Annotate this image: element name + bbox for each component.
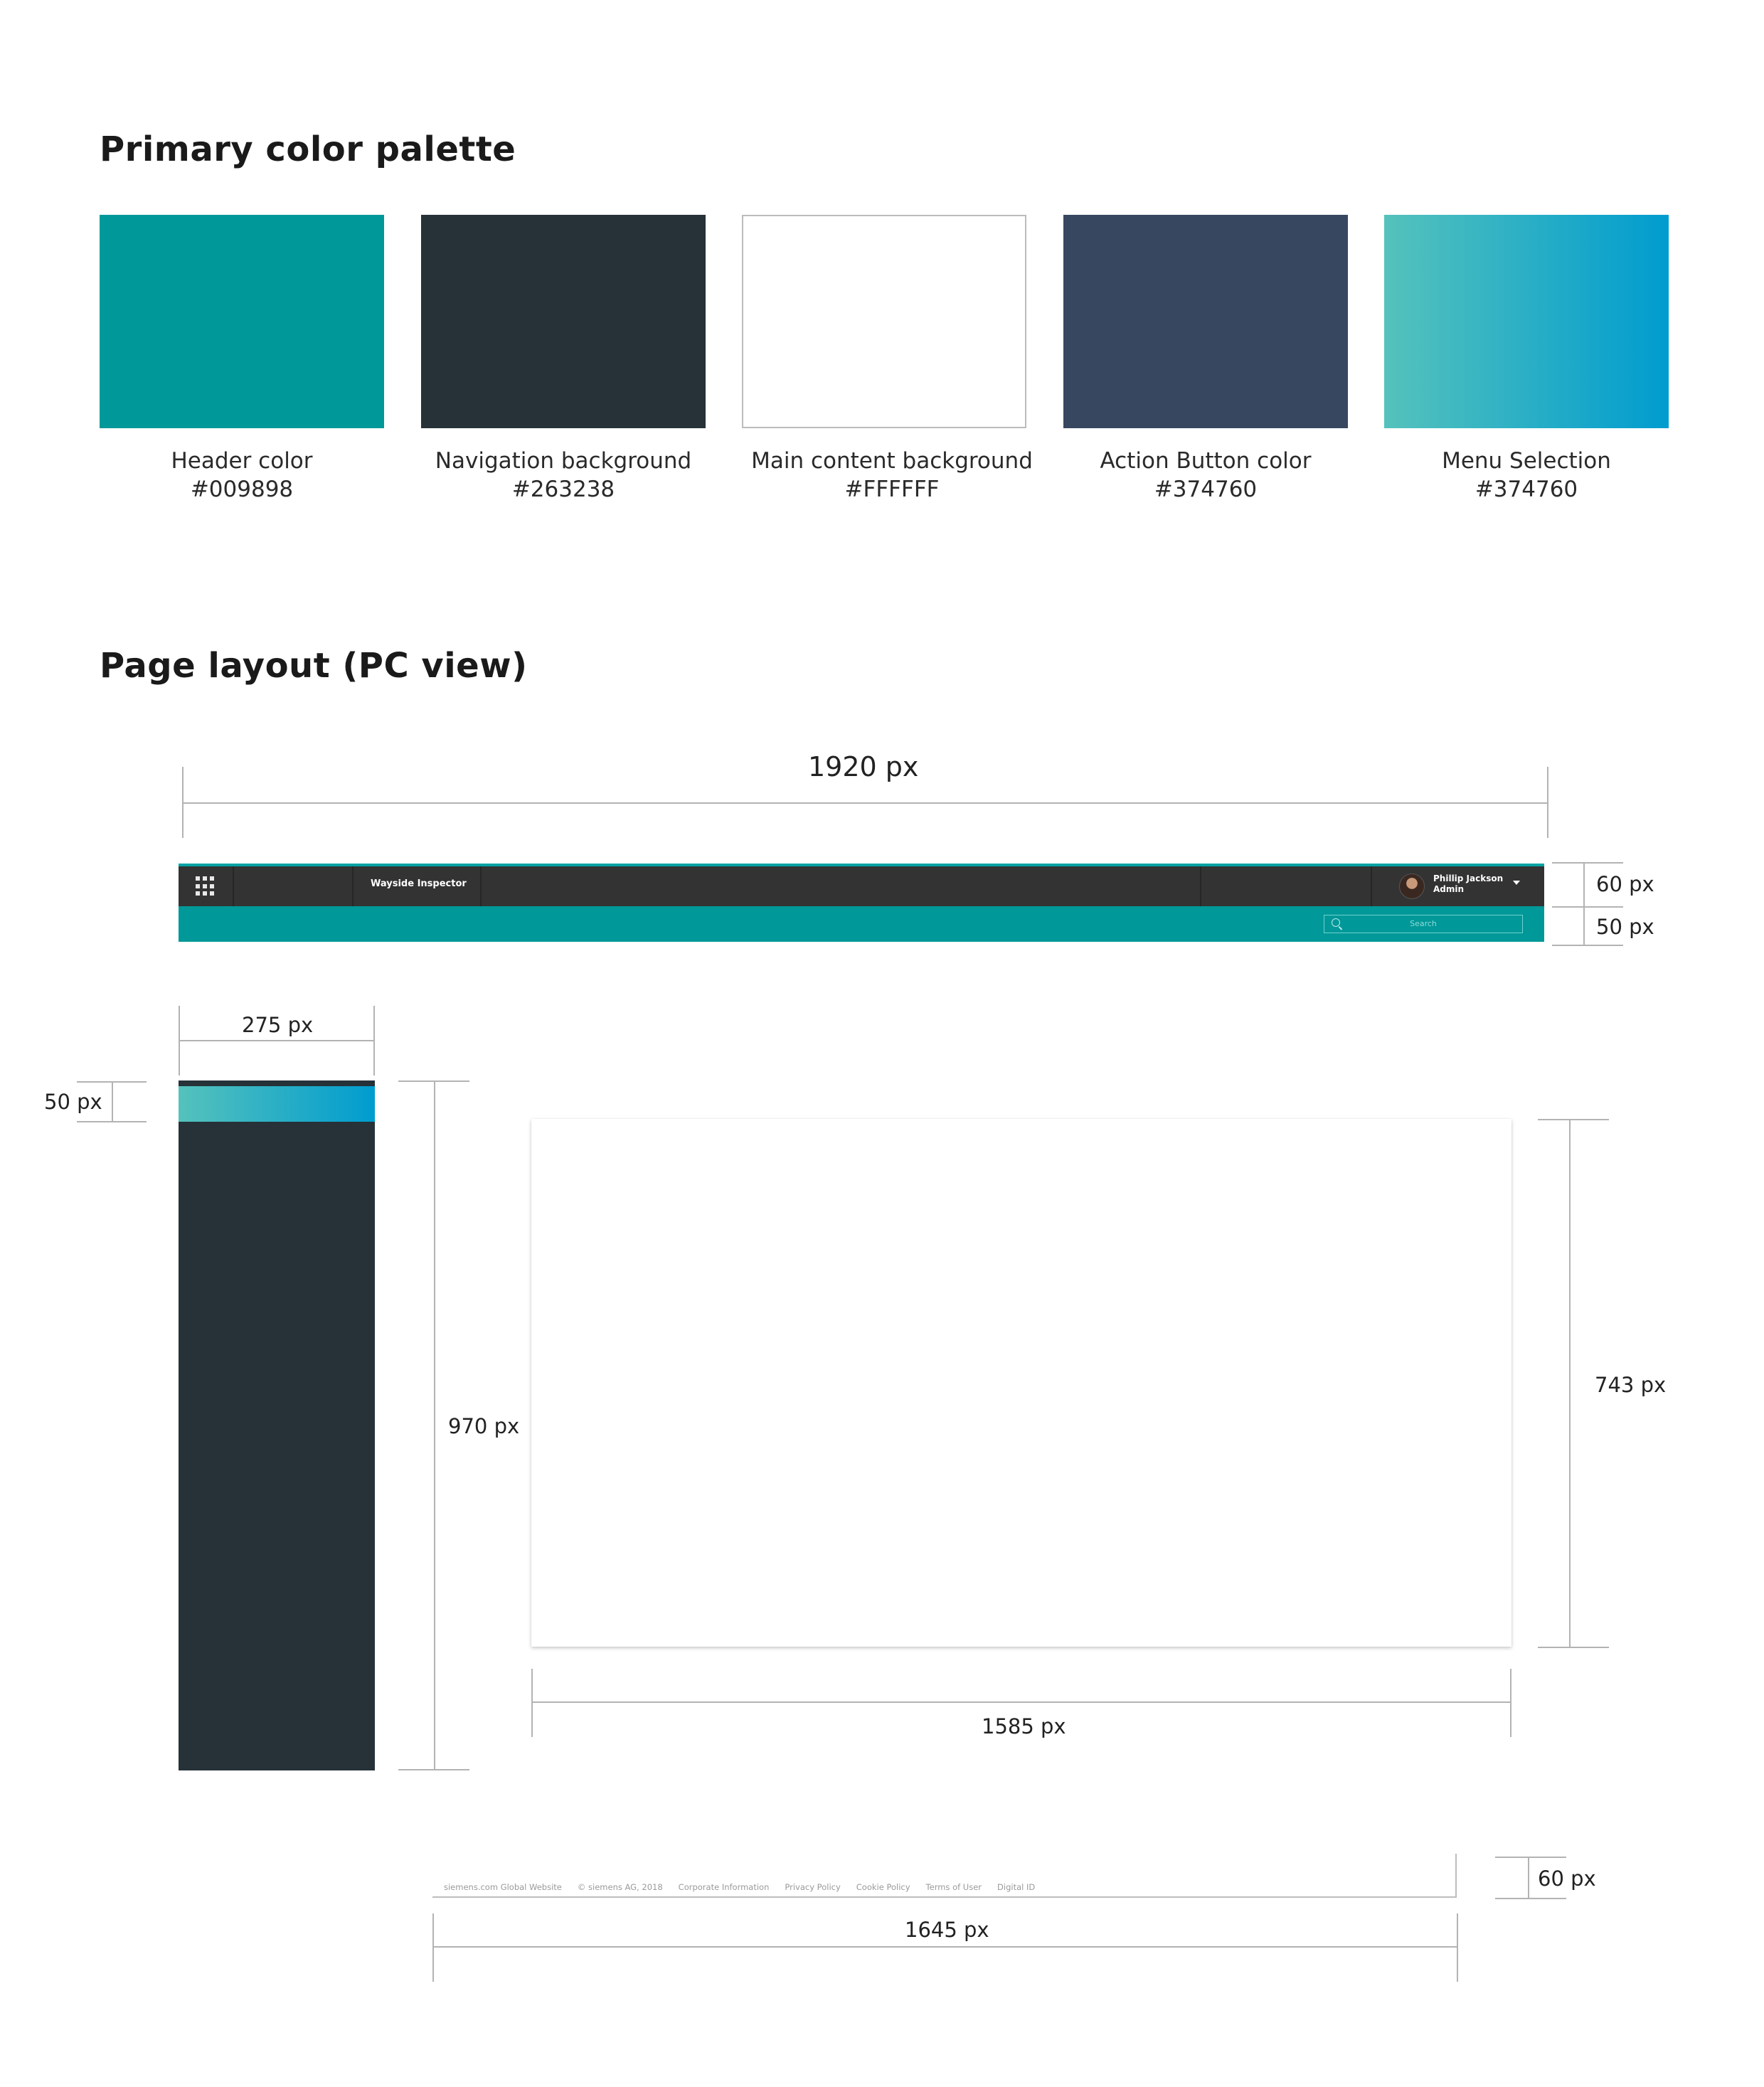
- dimension-line: [1528, 1857, 1529, 1899]
- palette-title: Primary color palette: [100, 129, 516, 169]
- dim-footer-width: 1645 px: [905, 1918, 989, 1942]
- swatch-label: Main content background #FFFFFF: [751, 448, 1033, 502]
- header-separator: [233, 866, 234, 906]
- dim-content-width: 1585 px: [982, 1714, 1066, 1738]
- dim-nav-width: 275 px: [242, 1013, 314, 1037]
- search-input: Search: [1324, 915, 1523, 933]
- footer-link[interactable]: Privacy Policy: [785, 1882, 841, 1892]
- dimension-line: [179, 1040, 375, 1041]
- header-separator: [1371, 866, 1372, 906]
- dimension-tick: [1457, 1913, 1458, 1982]
- dim-content-height: 743 px: [1595, 1373, 1667, 1397]
- dimension-line: [1569, 1119, 1571, 1648]
- search-icon: [1332, 918, 1340, 927]
- dimension-line: [434, 1080, 435, 1770]
- swatch-menu-selection: [1384, 215, 1669, 428]
- main-content-area: [531, 1119, 1511, 1647]
- dimension-tick: [1495, 1857, 1566, 1858]
- header-separator: [1200, 866, 1201, 906]
- dimension-tick: [1538, 1119, 1609, 1120]
- header-top-bar: Wayside Inspector Phillip Jackson Admin: [179, 864, 1544, 906]
- chevron-down-icon: [1513, 881, 1520, 885]
- dim-header-top-height: 60 px: [1596, 872, 1654, 896]
- dimension-tick: [1538, 1647, 1609, 1648]
- dim-page-width: 1920 px: [808, 751, 919, 782]
- menu-selection: [179, 1086, 375, 1122]
- search-placeholder: Search: [1410, 919, 1437, 928]
- dim-menu-item-height: 50 px: [44, 1090, 102, 1114]
- footer: siemens.com Global Website © siemens AG,…: [432, 1854, 1457, 1898]
- swatch-label: Header color #009898: [171, 448, 313, 502]
- header-separator: [480, 866, 482, 906]
- swatch-label: Navigation background #263238: [435, 448, 692, 502]
- swatch-action-button-color: [1063, 215, 1348, 428]
- navigation-sidebar: [179, 1080, 375, 1770]
- footer-link[interactable]: Digital ID: [997, 1882, 1036, 1892]
- swatch-navigation-background: [421, 215, 706, 428]
- dimension-tick: [1510, 1669, 1511, 1737]
- dimension-line: [112, 1081, 113, 1122]
- footer-link[interactable]: Terms of User: [925, 1882, 982, 1892]
- dim-header-bottom-height: 50 px: [1596, 915, 1654, 939]
- swatch-label: Menu Selection #374760: [1442, 448, 1611, 502]
- dimension-tick: [1495, 1898, 1566, 1899]
- dimension-tick: [1552, 862, 1623, 864]
- footer-copyright: © siemens AG, 2018: [577, 1882, 663, 1892]
- dimension-line: [531, 1701, 1511, 1703]
- footer-link[interactable]: siemens.com Global Website: [444, 1882, 562, 1892]
- layout-title: Page layout (PC view): [100, 646, 528, 686]
- app-title: Wayside Inspector: [371, 878, 467, 889]
- header-bottom-bar: Search: [179, 906, 1544, 942]
- dimension-tick: [1552, 945, 1623, 946]
- swatch-label: Action Button color #374760: [1100, 448, 1312, 502]
- footer-links: siemens.com Global Website © siemens AG,…: [444, 1882, 1035, 1892]
- swatch-header-color: [100, 215, 384, 428]
- dimension-line: [1583, 862, 1585, 946]
- footer-link[interactable]: Cookie Policy: [856, 1882, 910, 1892]
- dim-footer-height: 60 px: [1538, 1866, 1596, 1891]
- user-info: Phillip Jackson Admin: [1433, 873, 1504, 894]
- footer-link[interactable]: Corporate Information: [678, 1882, 770, 1892]
- swatch-main-content-background: [742, 215, 1026, 428]
- dimension-tick: [531, 1669, 533, 1737]
- dimension-line: [432, 1946, 1458, 1948]
- dim-nav-height: 970 px: [448, 1414, 520, 1438]
- avatar: [1399, 873, 1425, 899]
- dimension-tick: [1552, 906, 1623, 908]
- dimension-line: [182, 802, 1548, 804]
- app-grid-icon: [196, 876, 216, 896]
- header-separator: [352, 866, 354, 906]
- dimension-tick: [432, 1913, 434, 1982]
